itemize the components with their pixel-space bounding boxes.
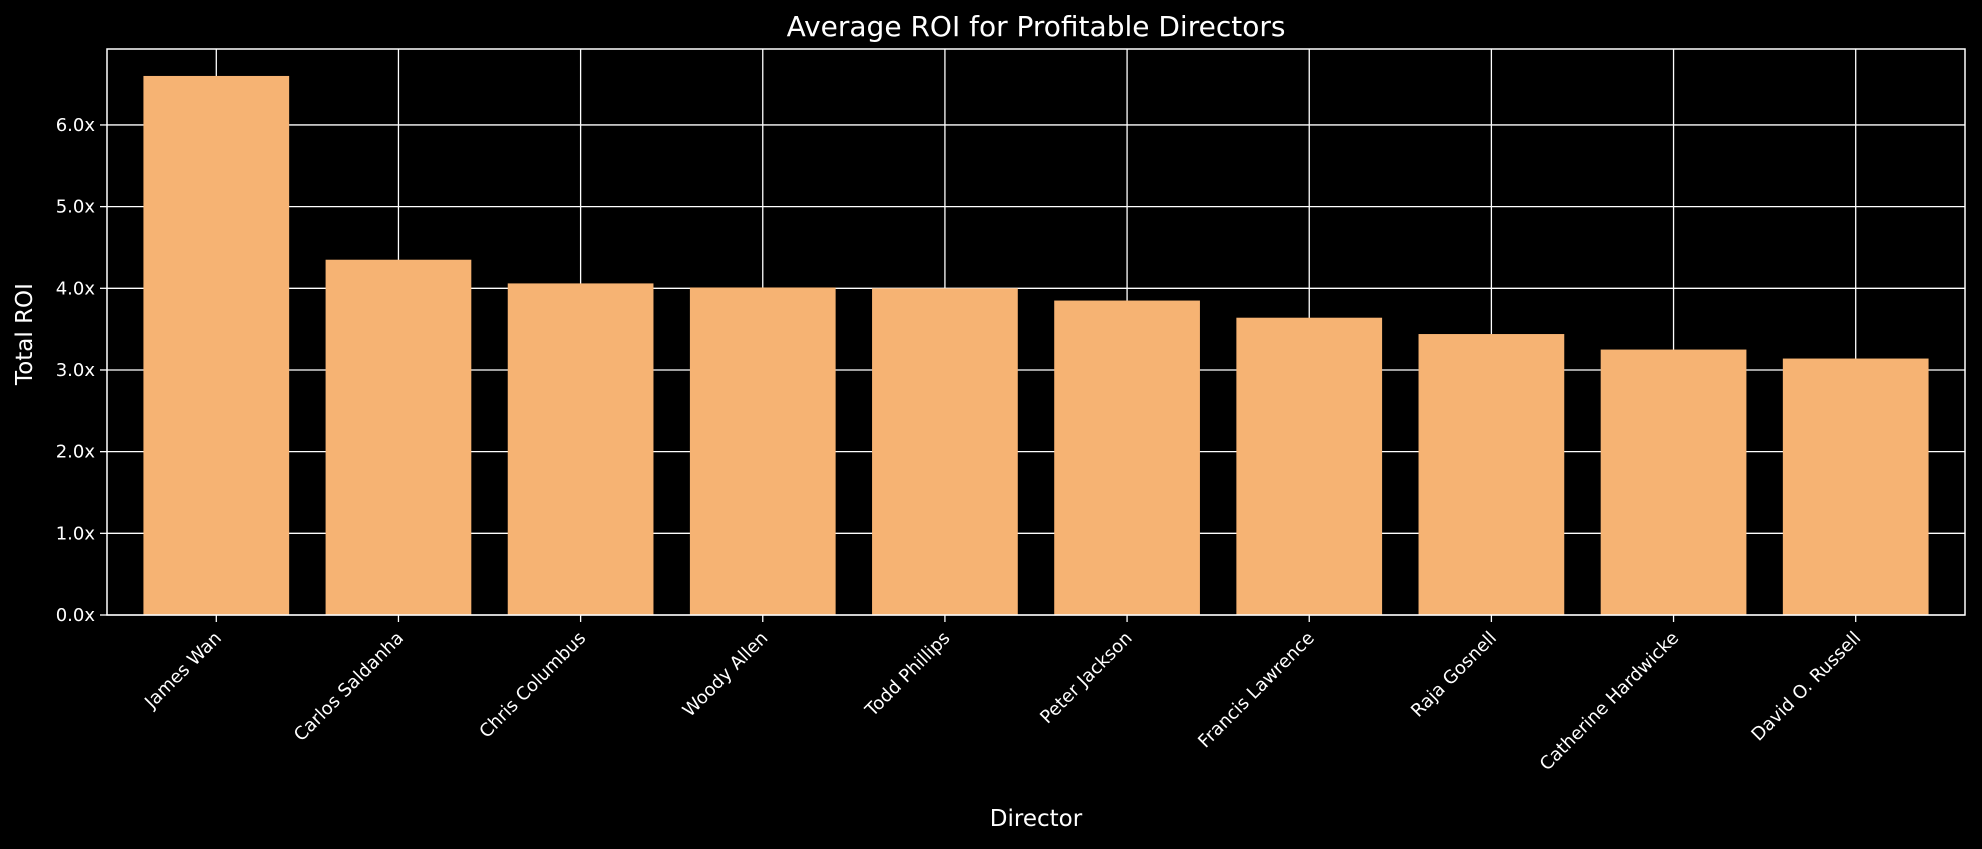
bar <box>1054 300 1200 615</box>
y-tick-label: 3.0x <box>56 360 96 381</box>
bar <box>1236 317 1383 615</box>
y-axis-ticks: 0.0x 1.0x 2.0x 3.0x 4.0x 5.0x 6.0x <box>56 115 107 626</box>
plot-frame <box>106 48 1966 616</box>
bar <box>507 283 654 615</box>
y-tick-label: 6.0x <box>56 115 96 136</box>
y-tick-label: 5.0x <box>56 197 96 218</box>
bar <box>1782 358 1929 615</box>
chart-title: Average ROI for Profitable Directors <box>787 10 1286 43</box>
bar <box>1600 349 1747 615</box>
y-tick-label: 2.0x <box>56 442 96 463</box>
bar <box>689 287 836 615</box>
x-axis-label: Director <box>990 806 1083 832</box>
y-axis-label: Total ROI <box>12 283 38 386</box>
bar <box>1418 334 1565 615</box>
bar <box>325 259 472 615</box>
y-tick-label: 0.0x <box>56 605 96 626</box>
y-tick-label: 4.0x <box>56 278 96 299</box>
bar <box>872 288 1018 615</box>
bar <box>143 75 290 615</box>
bars <box>143 75 1929 615</box>
y-tick-label: 1.0x <box>56 523 96 544</box>
